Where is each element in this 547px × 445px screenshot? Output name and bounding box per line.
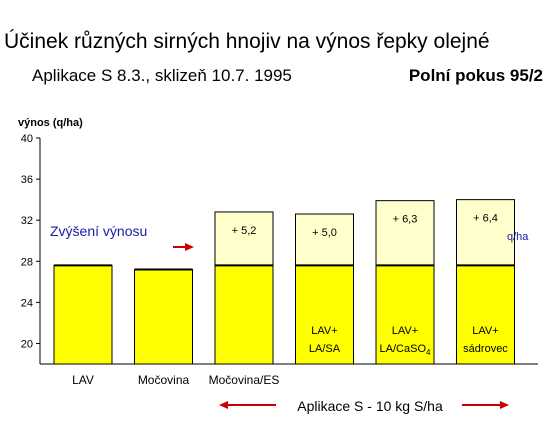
bar-base <box>375 264 435 365</box>
y-tick-label: 36 <box>21 174 33 186</box>
increase-label: + 5,2 <box>232 225 257 237</box>
right-arrow-head <box>500 401 509 409</box>
y-tick-label: 28 <box>21 256 33 268</box>
bar-increase <box>375 200 435 266</box>
left-arrow-head <box>219 401 228 409</box>
x-tick-label: Močovina/ES <box>209 373 280 387</box>
chart-subtitle: Aplikace S 8.3., sklizeň 10.7. 1995 <box>32 66 292 85</box>
bar-base <box>295 264 354 365</box>
bar-text-line1: LAV+ <box>311 325 337 337</box>
bar-base <box>53 264 113 365</box>
bar-base <box>134 268 193 365</box>
bottom-annotation: Aplikace S - 10 kg S/ha <box>297 398 443 414</box>
y-axis-label: výnos (q/ha) <box>18 117 83 129</box>
bar-text-line2: LA/CaSO4 <box>380 343 431 357</box>
bar-increase <box>456 199 515 266</box>
y-tick-label: 20 <box>21 338 33 350</box>
bar-base <box>214 264 274 365</box>
bar-increase <box>214 211 274 266</box>
y-tick-label: 24 <box>21 297 33 309</box>
increase-arrow-head <box>185 243 194 251</box>
y-tick-label: 40 <box>21 133 33 145</box>
increase-annotation: Zvýšení výnosu <box>50 223 147 239</box>
unit-label: q/ha <box>507 231 529 243</box>
chart-title: Účinek různých sirných hnojiv na výnos ř… <box>4 30 490 53</box>
increase-label: + 6,3 <box>393 214 418 226</box>
subscript: 4 <box>426 348 431 357</box>
bar-text-line1: LAV+ <box>472 325 498 337</box>
x-tick-label: LAV <box>72 373 94 387</box>
increase-label: + 6,4 <box>473 213 498 225</box>
bar-increase <box>295 213 354 266</box>
x-tick-label: Močovina <box>138 373 190 387</box>
bar-text-line2: sádrovec <box>463 343 508 355</box>
y-tick-label: 32 <box>21 215 33 227</box>
bar-text-line2: LA/SA <box>309 343 341 355</box>
experiment-label: Polní pokus 95/2 <box>408 66 543 85</box>
bar-text-line1: LAV+ <box>392 325 418 337</box>
increase-label: + 5,0 <box>312 227 337 239</box>
